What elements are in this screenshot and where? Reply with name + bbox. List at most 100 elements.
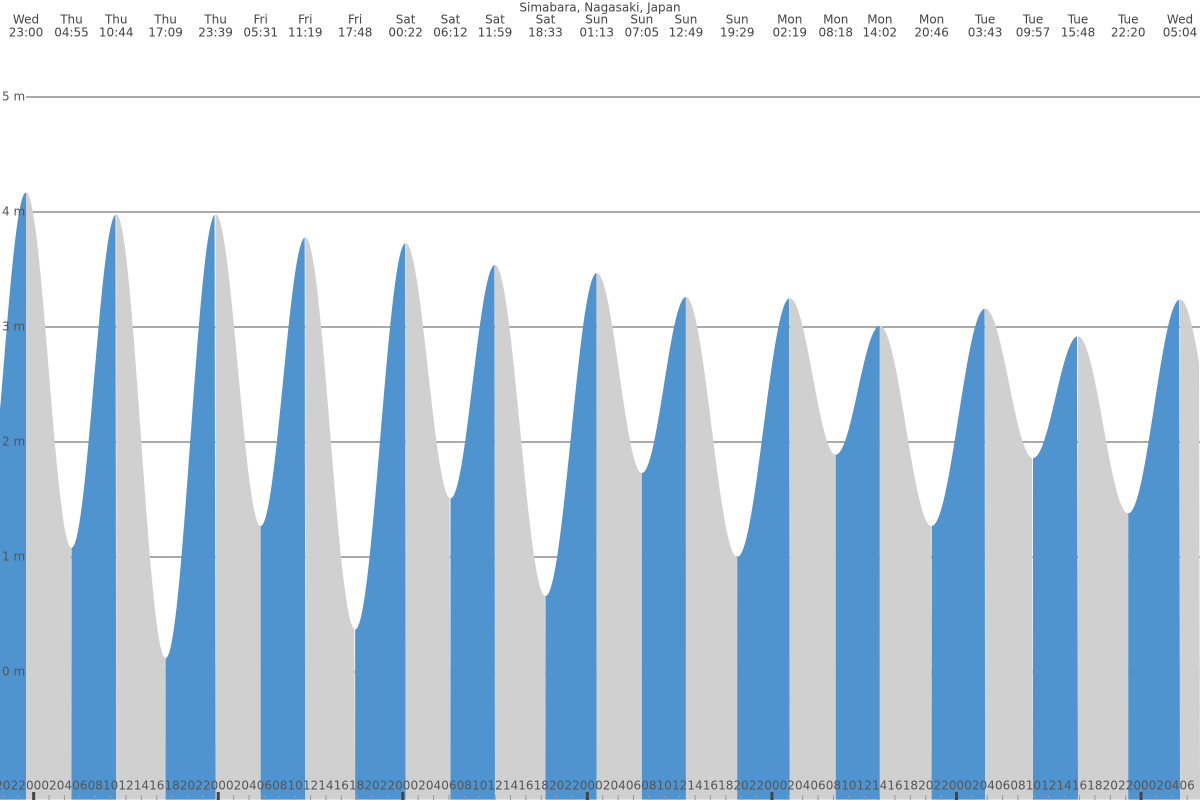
x-tick-label: 18	[903, 779, 918, 793]
extreme-day: Fri	[254, 13, 268, 27]
x-tick-label: 04	[57, 779, 72, 793]
x-tick-label: 22	[933, 779, 948, 793]
extreme-time: 09:57	[1016, 26, 1051, 40]
tide-band	[215, 214, 261, 800]
y-tick-label: 3 m	[2, 320, 25, 334]
x-tick-label: 10	[657, 779, 672, 793]
tide-band	[26, 192, 72, 800]
extreme-labels: Simabara, Nagasaki, Japan Wed 23:00 Thu 04:…	[9, 1, 1198, 40]
x-tick-label: 08	[272, 779, 287, 793]
x-tick-label: 14	[687, 779, 702, 793]
x-tick-label: 10	[472, 779, 487, 793]
extreme-time: 19:29	[720, 26, 755, 40]
x-tick-label: 06	[72, 779, 87, 793]
tide-band	[737, 298, 790, 800]
x-tick-label: 14	[872, 779, 887, 793]
x-tick-label: 04	[610, 779, 625, 793]
tide-band	[0, 192, 26, 800]
x-tick-label: 20	[364, 779, 379, 793]
x-tick-label: 20	[0, 779, 11, 793]
extreme-time: 11:19	[288, 26, 323, 40]
tide-band	[71, 214, 117, 800]
y-tick-label: 1 m	[2, 550, 25, 564]
x-tick-label: 00	[949, 779, 964, 793]
extreme-time: 14:02	[863, 26, 898, 40]
extreme-time: 20:46	[914, 26, 949, 40]
x-tick-label: 14	[503, 779, 518, 793]
extreme-day: Wed	[1167, 13, 1193, 27]
tide-band	[789, 298, 836, 800]
x-tick-label: 18	[718, 779, 733, 793]
tide-band	[1077, 336, 1129, 800]
x-tick-label: 06	[995, 779, 1010, 793]
extreme-day: Mon	[919, 13, 944, 27]
x-tick-label: 10	[103, 779, 118, 793]
extreme-time: 05:31	[243, 26, 278, 40]
x-tick-label: 10	[1026, 779, 1041, 793]
x-tick-label: 00	[26, 779, 41, 793]
extreme-time: 17:48	[338, 26, 373, 40]
x-tick-label: 04	[426, 779, 441, 793]
x-tick-label: 00	[580, 779, 595, 793]
tide-band	[879, 325, 932, 800]
x-tick-label: 12	[857, 779, 872, 793]
extreme-time: 02:19	[772, 26, 807, 40]
extreme-day: Mon	[867, 13, 892, 27]
extreme-time: 22:20	[1111, 26, 1146, 40]
extreme-time: 06:12	[433, 26, 468, 40]
extreme-day: Thu	[153, 13, 177, 27]
x-tick-label: 22	[1118, 779, 1133, 793]
tide-band	[641, 297, 686, 800]
extreme-time: 23:39	[198, 26, 233, 40]
tide-band	[835, 325, 880, 800]
tide-band	[116, 214, 166, 800]
x-tick-label: 06	[257, 779, 272, 793]
x-tick-label: 22	[380, 779, 395, 793]
extreme-day: Sat	[441, 13, 461, 27]
extreme-day: Tue	[974, 13, 996, 27]
tide-band	[260, 237, 306, 800]
x-tick-label: 20	[1103, 779, 1118, 793]
chart-title: Simabara, Nagasaki, Japan	[519, 1, 680, 15]
tide-band	[985, 308, 1034, 800]
x-tick-label: 04	[1164, 779, 1179, 793]
extreme-time: 17:09	[148, 26, 183, 40]
x-tick-label: 14	[1057, 779, 1072, 793]
x-tick-label: 16	[703, 779, 718, 793]
x-tick-label: 06	[810, 779, 825, 793]
extreme-day: Sun	[726, 13, 749, 27]
tide-band	[1033, 336, 1078, 800]
x-tick-label: 08	[88, 779, 103, 793]
extreme-time: 23:00	[9, 26, 44, 40]
extreme-day: Sun	[585, 13, 608, 27]
x-tick-label: 16	[887, 779, 902, 793]
x-tick-label: 10	[288, 779, 303, 793]
x-tick-label: 06	[626, 779, 641, 793]
x-tick-label: 22	[11, 779, 26, 793]
extreme-day: Thu	[104, 13, 128, 27]
extreme-time: 03:43	[968, 26, 1003, 40]
x-tick-label: 12	[118, 779, 133, 793]
extreme-day: Tue	[1067, 13, 1089, 27]
tide-band	[1128, 299, 1181, 800]
y-tick-label: 2 m	[2, 435, 25, 449]
extreme-day: Fri	[298, 13, 312, 27]
x-tick-label: 02	[964, 779, 979, 793]
x-tick-label: 00	[1133, 779, 1148, 793]
extreme-time: 10:44	[99, 26, 134, 40]
extreme-time: 04:55	[54, 26, 89, 40]
extreme-day: Mon	[823, 13, 848, 27]
x-tick-label: 12	[487, 779, 502, 793]
tide-band	[685, 297, 738, 800]
x-tick-label: 20	[918, 779, 933, 793]
extreme-time: 08:18	[818, 26, 853, 40]
x-tick-label: 16	[518, 779, 533, 793]
x-tick-label: 08	[457, 779, 472, 793]
extreme-time: 15:48	[1061, 26, 1096, 40]
tide-band	[596, 272, 642, 800]
x-tick-label: 08	[1010, 779, 1025, 793]
x-tick-label: 12	[672, 779, 687, 793]
x-tick-label: 14	[318, 779, 333, 793]
x-tick-label: 04	[795, 779, 810, 793]
